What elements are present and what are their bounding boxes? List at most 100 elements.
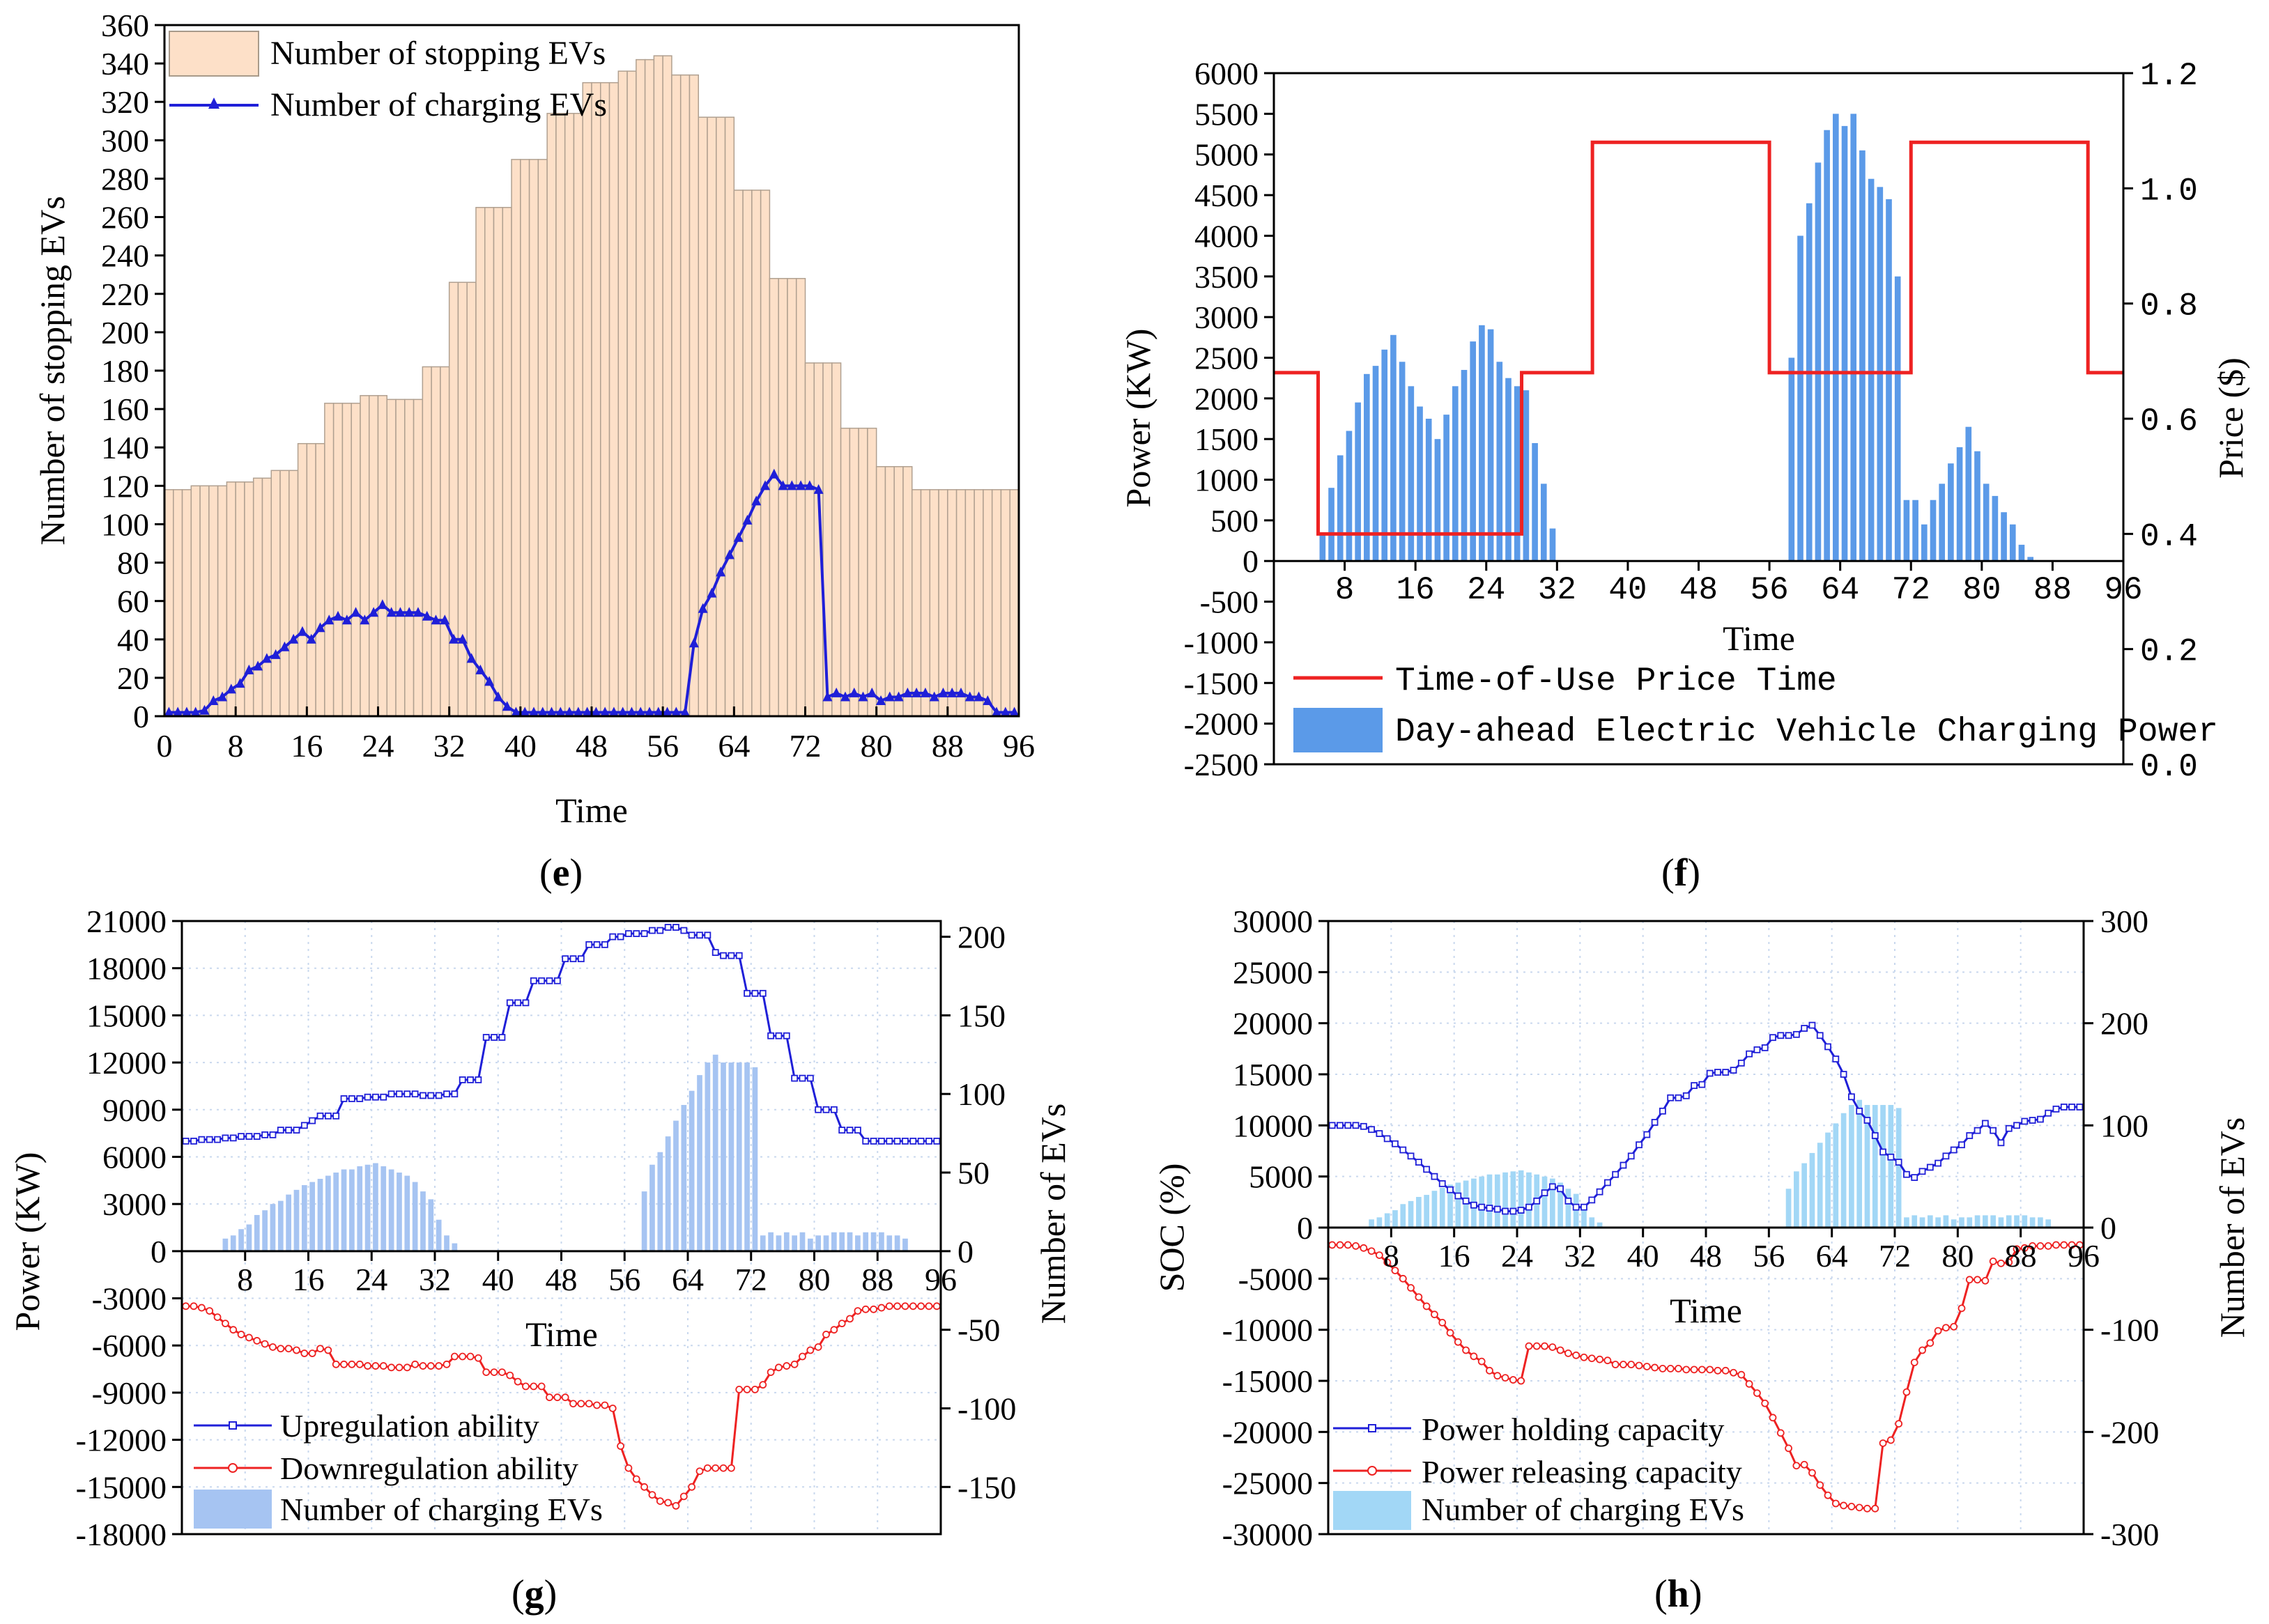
marker-rel-h-t72 [1895,1420,1903,1428]
marker-hold-h-t46 [1691,1082,1698,1090]
marker-e-t87 [938,687,948,697]
bar-e-t78 [858,427,868,717]
bar-e-t43 [546,113,557,717]
bar-g-t12 [277,1200,284,1251]
bar-g-t88 [879,1232,884,1251]
marker-e-t6 [217,691,228,702]
bar-e-t44 [555,113,566,717]
bar-e-t83 [902,466,913,717]
panel-f: 8 16 24 32 40 48 56 64 72 80 88 96 -2500 -2000 -1500 -… [1118,56,2250,895]
bar-f-t29 [1532,443,1538,562]
marker-e-t74 [822,691,833,702]
marker-rel-h-t92 [2052,1241,2060,1249]
marker-e-t67 [760,480,771,490]
bar-e-t35 [475,207,486,717]
bar-f-t72 [1912,500,1918,562]
marker-hold-h-t48 [1706,1069,1714,1077]
bar-h-t86 [2006,1215,2012,1228]
marker-hold-h-t37 [1620,1161,1627,1169]
bar-e-t46 [573,113,583,717]
marker-e-t8 [235,678,245,688]
marker-e-t37 [493,691,503,702]
marker-e-t9 [244,664,254,674]
y-tick-label-h: 10000 [1233,1108,1313,1143]
marker-rel-h-t31 [1572,1351,1580,1359]
marker-hold-h-t21 [1493,1205,1501,1213]
bar-e-t71 [795,277,806,717]
marker-hold-h-t94 [2068,1104,2075,1111]
bar-e-t27 [404,399,415,717]
marker-up-g-t40 [498,1034,506,1041]
marker-down-g-t29 [411,1360,420,1368]
y-tick-label-f: -1500 [1184,665,1259,701]
bar-g-t17 [317,1179,323,1251]
marker-rel-h-t83 [1981,1276,1990,1285]
y-tick-label-e: 120 [101,468,149,504]
marker-up-g-t30 [420,1092,426,1099]
bar-f-t27 [1514,386,1521,562]
bar-f-t31 [1549,528,1556,562]
bar-h-t82 [1974,1215,1980,1228]
marker-up-g-t77 [791,1074,799,1082]
marker-up-g-t24 [372,1093,379,1101]
bar-g-t62 [673,1120,679,1251]
marker-e-t65 [742,514,753,525]
marker-rel-h-t32 [1580,1353,1588,1361]
bar-h-t78 [1943,1215,1949,1228]
y-tick-label-f: 5000 [1194,137,1259,173]
marker-hold-h-t58 [1785,1032,1792,1039]
marker-hold-h-t15 [1447,1186,1454,1193]
legend-swatch-charging-evs-g [194,1490,272,1529]
marker-down-g-t15 [300,1350,309,1357]
bar-f-t12 [1381,349,1388,562]
marker-hold-h-t69 [1871,1132,1879,1139]
marker-e-t12 [270,649,281,659]
y-tick-label-h: -5000 [1238,1261,1313,1297]
marker-down-g-t66 [703,1464,712,1472]
bar-h-t10 [1408,1200,1414,1228]
marker-rel-h-t53 [1745,1380,1753,1388]
marker-e-t13 [279,641,290,651]
bar-e-t86 [929,489,939,717]
bar-g-t90 [894,1235,900,1251]
marker-hold-h-t13 [1431,1173,1438,1180]
y-tick-label-h: -10000 [1222,1313,1313,1348]
marker-rel-h-t84 [1989,1258,1997,1265]
marker-hold-h-t39 [1636,1141,1643,1149]
marker-down-g-t58 [640,1483,649,1491]
marker-up-g-t19 [332,1112,340,1120]
bar-e-t82 [893,466,904,717]
marker-rel-h-t24 [1517,1377,1525,1385]
marker-e-t7 [226,683,236,694]
bar-g-t19 [333,1173,339,1251]
marker-rel-h-t21 [1493,1372,1502,1380]
marker-rel-h-t49 [1714,1366,1722,1375]
bar-e-t58 [679,74,691,717]
x-tick-label-g: 56 [608,1262,640,1297]
marker-hold-h-t59 [1792,1030,1800,1038]
marker-rel-h-t4 [1360,1244,1368,1252]
bar-e-t51 [617,70,628,717]
x-tick-label-h: 32 [1564,1238,1596,1274]
marker-rel-h-t86 [2005,1258,2013,1267]
marker-hold-h-t23 [1509,1207,1517,1215]
marker-e-t3 [190,706,201,717]
marker-up-g-t87 [870,1137,877,1145]
x-tick-label-h: 88 [2005,1238,2037,1274]
bar-h-t64 [1833,1123,1839,1228]
marker-rel-h-t70 [1879,1439,1887,1447]
x-tick-label-h: 80 [1941,1238,1974,1274]
bar-f-t14 [1399,362,1406,562]
marker-up-g-t26 [387,1090,395,1098]
bar-f-t80 [1983,484,1990,562]
marker-rel-h-t16 [1454,1338,1462,1346]
marker-up-g-t44 [530,977,537,984]
bar-f-t19 [1443,415,1449,562]
marker-rel-h-t68 [1863,1504,1871,1513]
bar-g-t23 [364,1164,371,1251]
marker-e-t89 [955,687,966,697]
y2-tick-label-h: 300 [2100,904,2148,939]
bar-f-t9 [1355,402,1361,562]
bar-h-t90 [2038,1217,2043,1228]
